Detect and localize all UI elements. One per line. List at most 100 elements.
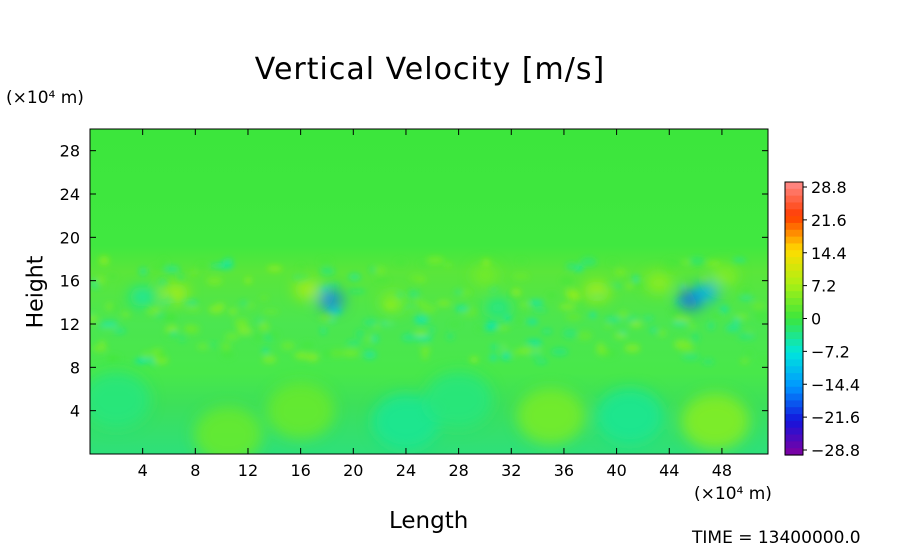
colorbar-segment xyxy=(785,441,803,449)
x-tick-label: 20 xyxy=(343,461,363,480)
x-tick-label: 12 xyxy=(238,461,258,480)
texture-cell xyxy=(725,323,741,333)
x-tick-label: 40 xyxy=(606,461,626,480)
data-feature xyxy=(266,382,335,439)
colorbar-tick-label: −7.2 xyxy=(811,342,850,361)
texture-cell xyxy=(161,314,177,323)
texture-cell xyxy=(534,359,548,365)
colorbar-tick-label: −21.6 xyxy=(811,408,860,427)
colorbar-tick-label: 14.4 xyxy=(811,244,847,263)
data-feature xyxy=(711,265,738,286)
colorbar-tick-label: −14.4 xyxy=(811,375,860,394)
colorbar-segment xyxy=(785,427,803,436)
texture-cell xyxy=(221,341,231,352)
colorbar-segment xyxy=(785,270,803,279)
texture-cell xyxy=(577,330,593,341)
texture-cell xyxy=(496,325,510,330)
colorbar-segment xyxy=(785,325,803,333)
texture-cell xyxy=(112,327,127,334)
texture-cell xyxy=(346,340,362,346)
texture-cell xyxy=(363,350,377,360)
colorbar-segment xyxy=(785,188,803,197)
texture-cell xyxy=(417,261,430,266)
texture-cell xyxy=(374,278,391,283)
colorbar-segment xyxy=(785,393,803,401)
colorbar-segment xyxy=(785,414,803,422)
colorbar-segment xyxy=(785,298,803,306)
data-feature xyxy=(681,393,750,450)
texture-cell xyxy=(446,332,454,341)
texture-cell xyxy=(262,355,277,364)
texture-cell xyxy=(517,259,527,264)
texture-cell xyxy=(500,353,510,361)
texture-cell xyxy=(733,313,749,320)
texture-cell xyxy=(133,358,148,364)
texture-cell xyxy=(101,320,119,329)
texture-cell xyxy=(681,353,700,361)
colorbar-segment xyxy=(785,209,803,217)
texture-cell xyxy=(414,330,427,336)
x-axis-label: Length xyxy=(389,508,469,534)
x-tick-label: 36 xyxy=(554,461,574,480)
texture-cell xyxy=(566,292,581,302)
texture-cell xyxy=(702,359,715,365)
texture-cell xyxy=(225,332,239,341)
texture-cell xyxy=(565,312,582,322)
texture-cell xyxy=(632,275,640,283)
colorbar-segment xyxy=(785,448,803,456)
colorbar-segment xyxy=(785,386,803,395)
texture-cell xyxy=(395,258,407,266)
texture-cell xyxy=(559,303,577,310)
x-tick-label: 16 xyxy=(290,461,310,480)
colorbar-tick-label: −28.8 xyxy=(811,441,860,460)
colorbar-tick-label: 0 xyxy=(811,310,821,329)
colorbar-segment xyxy=(785,291,803,299)
texture-cell xyxy=(373,324,381,329)
texture-cell xyxy=(624,343,641,353)
x-axis-ticks: 4 8 12 16 20 24 28 32 36 40 44 48 xyxy=(138,129,732,480)
colorbar-segment xyxy=(785,373,803,381)
texture-cell xyxy=(319,267,336,276)
colorbar-segment xyxy=(785,345,803,354)
texture-cell xyxy=(625,283,634,289)
texture-cell xyxy=(688,323,696,330)
texture-cell xyxy=(196,263,208,269)
texture-cell xyxy=(608,259,618,265)
colorbar-segment xyxy=(785,263,803,272)
texture-cell xyxy=(528,351,543,357)
colorbar-tick-label: 28.8 xyxy=(811,178,847,197)
texture-cell xyxy=(679,344,695,353)
texture-cell xyxy=(98,255,110,266)
texture-cell xyxy=(421,304,437,314)
texture-cell xyxy=(324,282,340,289)
data-feature xyxy=(583,281,610,302)
texture-cell xyxy=(516,318,524,324)
texture-cell xyxy=(160,257,167,267)
data-feature xyxy=(90,371,151,428)
x-tick-label: 4 xyxy=(138,461,148,480)
texture-cell xyxy=(737,332,756,340)
texture-cell xyxy=(222,257,234,265)
texture-cell xyxy=(319,311,336,322)
data-feature xyxy=(379,292,406,313)
texture-cell xyxy=(414,335,433,342)
texture-cell xyxy=(300,341,315,350)
texture-cell xyxy=(596,300,603,307)
texture-cell xyxy=(426,256,444,265)
texture-cell xyxy=(384,320,394,326)
texture-cell xyxy=(421,353,429,360)
texture-cell xyxy=(209,341,217,348)
colorbar-segment xyxy=(785,277,803,285)
colorbar-segment xyxy=(785,229,803,238)
texture-cell xyxy=(663,258,681,267)
texture-cell xyxy=(700,275,709,284)
texture-cell xyxy=(630,321,643,328)
texture-cell xyxy=(108,273,117,279)
texture-cell xyxy=(292,352,305,358)
texture-cell xyxy=(649,327,658,333)
texture-cell xyxy=(436,299,451,307)
texture-cell xyxy=(731,258,747,263)
colorbar-segment xyxy=(785,434,803,442)
texture-cell xyxy=(306,352,319,362)
texture-cell xyxy=(444,262,452,268)
